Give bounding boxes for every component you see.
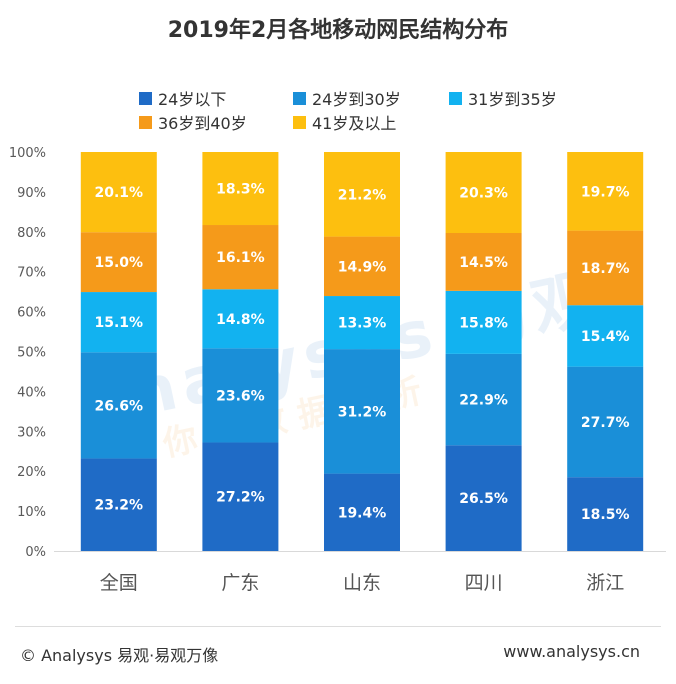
footer-source: © Analysys 易观·易观万像 <box>20 646 219 665</box>
bar-segment <box>202 225 279 290</box>
y-tick-label: 100% <box>9 146 46 161</box>
bar-segment <box>202 152 279 226</box>
bar-segment <box>202 442 279 551</box>
data-label: 15.4% <box>581 329 630 345</box>
y-tick-label: 40% <box>17 385 46 400</box>
data-label: 19.4% <box>338 505 387 521</box>
value-labels: 23.2% 26.6% 15.1% 15.0% 20.1% 27.2% 23.6% 14.8%… <box>95 182 630 524</box>
bar-segment <box>445 152 522 233</box>
data-label: 18.5% <box>581 507 630 523</box>
x-category-label: 山东 <box>343 572 381 594</box>
data-label: 14.8% <box>216 312 265 328</box>
bar-segment <box>324 349 400 474</box>
bar-segment <box>80 232 157 293</box>
legend-item-41-plus: 41岁及以上 <box>293 110 396 134</box>
bar-segment <box>567 477 644 551</box>
bar-segment <box>445 353 522 446</box>
legend-label: 24岁以下 <box>158 90 227 109</box>
y-tick-label: 60% <box>17 306 46 321</box>
data-label: 26.5% <box>459 491 508 507</box>
x-category-label: 四川 <box>465 572 503 594</box>
legend-item-under-24: 24岁以下 <box>139 86 226 110</box>
bar-segment <box>80 292 157 353</box>
legend-swatch <box>139 115 152 129</box>
legend: 24岁以下 24岁到30岁 31岁到35岁 36岁到40岁 41岁及以上 <box>0 86 676 134</box>
legend-swatch <box>293 91 306 105</box>
data-label: 13.3% <box>338 316 387 332</box>
bars <box>80 152 644 551</box>
bar-segment <box>80 352 157 459</box>
y-axis: 0% 10% 20% 30% 40% 50% 60% 70% 80% 90% 100% <box>9 146 46 560</box>
bar-segment <box>567 230 644 306</box>
bar-segment <box>80 458 157 551</box>
legend-swatch <box>449 91 462 105</box>
stacked-bar-chart: 0%10%20%30%40%50%60%70%80%90%100% 23.2%2… <box>9 146 666 594</box>
legend-label: 31岁到35岁 <box>468 90 557 109</box>
bar-segment <box>202 289 279 349</box>
data-label: 20.3% <box>459 185 508 201</box>
x-category-label: 广东 <box>221 572 259 594</box>
y-tick-label: 80% <box>17 226 46 241</box>
data-label: 23.6% <box>216 388 265 404</box>
data-label: 15.0% <box>95 255 144 271</box>
y-tick-label: 70% <box>17 266 46 281</box>
data-label: 19.7% <box>581 184 630 200</box>
bar-segment <box>445 290 522 354</box>
data-label: 27.2% <box>216 490 265 506</box>
data-label: 18.3% <box>216 182 265 198</box>
bar-segment <box>567 152 644 231</box>
bar-segment <box>445 232 522 291</box>
y-tick-label: 10% <box>17 505 46 520</box>
y-tick-label: 0% <box>25 545 46 560</box>
bar-segment <box>324 473 400 551</box>
x-category-label: 全国 <box>100 572 138 594</box>
bar-segment <box>324 236 400 297</box>
chart-title: 2019年2月各地移动网民结构分布 <box>167 18 509 43</box>
legend-item-36-40: 36岁到40岁 <box>139 110 247 134</box>
data-label: 18.7% <box>581 261 630 277</box>
data-label: 15.1% <box>95 315 144 331</box>
bar-segment <box>324 296 400 350</box>
y-tick-label: 30% <box>17 425 46 440</box>
x-category-label: 浙江 <box>586 572 624 594</box>
footer-url[interactable]: www.analysys.cn <box>503 642 640 661</box>
data-label: 14.5% <box>459 255 508 271</box>
legend-label: 41岁及以上 <box>312 114 397 133</box>
bar-segment <box>80 152 157 233</box>
legend-swatch <box>139 91 152 105</box>
bar-segment <box>324 152 400 237</box>
footer-divider <box>15 626 661 627</box>
data-label: 31.2% <box>338 404 387 420</box>
y-tick-label: 20% <box>17 465 46 480</box>
data-label: 16.1% <box>216 250 265 266</box>
bar-segment <box>445 445 522 551</box>
legend-swatch <box>293 115 306 129</box>
data-label: 22.9% <box>459 393 508 409</box>
legend-label: 24岁到30岁 <box>312 90 401 109</box>
x-axis: 全国 广东 山东 四川 浙江 <box>54 551 666 594</box>
data-label: 14.9% <box>338 259 387 275</box>
bar-segment <box>567 305 644 367</box>
data-label: 23.2% <box>95 498 144 514</box>
data-label: 26.6% <box>95 398 144 414</box>
legend-item-31-35: 31岁到35岁 <box>449 86 557 110</box>
legend-item-24-30: 24岁到30岁 <box>293 86 401 110</box>
data-label: 21.2% <box>338 187 387 203</box>
bar-segment <box>567 366 644 478</box>
data-label: 20.1% <box>95 185 144 201</box>
legend-label: 36岁到40岁 <box>158 114 247 133</box>
y-tick-label: 90% <box>17 186 46 201</box>
bar-segment <box>202 348 279 443</box>
data-label: 27.7% <box>581 415 630 431</box>
data-label: 15.8% <box>459 315 508 331</box>
y-tick-label: 50% <box>17 346 46 361</box>
